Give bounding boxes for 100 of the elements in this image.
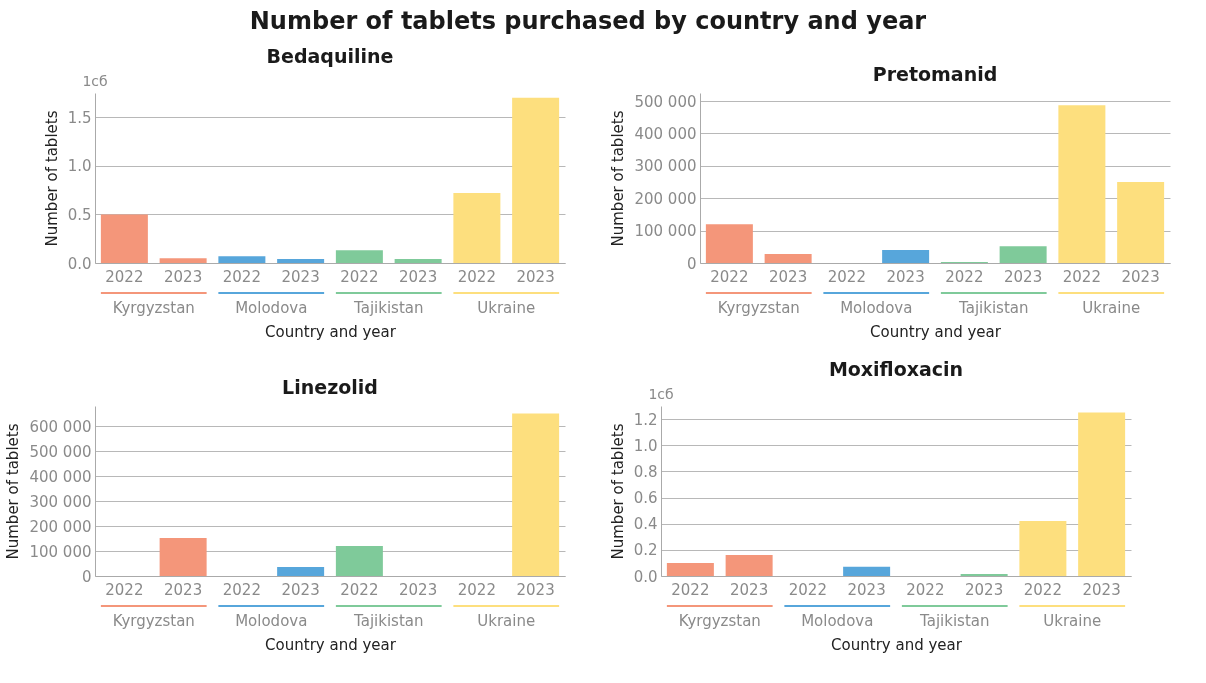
text: 1сб [82,73,108,89]
y-axis-title: Number of tablets [4,423,23,560]
bar [666,562,714,576]
x-tick-label: 2022 [1023,580,1062,599]
x-tick-label: 2023 [1082,580,1121,599]
text: Molodova [235,299,308,317]
y-tick-label: 0.2 [633,541,658,560]
y-tick-label: 300 000 [634,157,697,176]
bar [725,555,773,576]
y-tick-label: 300 000 [29,492,92,511]
x-tick-label: 2022 [671,580,710,599]
text: Kyrgyzstan [112,299,195,317]
y-tick-label: 500 000 [634,92,697,111]
y-axis-title: Number of tablets [42,110,61,247]
x-tick-label: 2023 [769,267,808,286]
x-tick-label: 2022 [710,267,749,286]
bar [999,246,1047,263]
x-tick-label: 2022 [457,580,496,599]
text: Tajikistan [958,299,1029,317]
x-tick-label: 2022 [457,267,496,286]
x-tick-label: 2023 [1121,267,1160,286]
bar [705,224,753,263]
x-tick-label: 2022 [945,267,984,286]
x-tick-label: 2023 [886,267,925,286]
y-tick-label: 0.8 [633,462,658,481]
y-tick-label: 1.5 [67,108,92,127]
x-tick-label: 2022 [222,580,261,599]
x-tick-label: 2023 [281,580,320,599]
y-tick-label: 0 [81,567,92,586]
y-tick-label: 100 000 [29,542,92,561]
x-tick-label: 2022 [105,580,144,599]
y-axis-title: Number of tablets [608,423,627,560]
y-tick-label: 0.5 [67,205,92,224]
y-tick-label: 0.6 [633,489,658,508]
text: Ukraine [1043,612,1102,630]
y-tick-label: 200 000 [634,189,697,208]
text: 1сб [648,386,674,402]
text: Ukraine [477,299,536,317]
y-tick-label: 0.0 [67,254,92,273]
x-tick-label: 2023 [164,267,203,286]
x-tick-label: 2023 [281,267,320,286]
x-tick-label: 2022 [1062,267,1101,286]
text: Tajikistan [353,299,424,317]
y-tick-label: 0 [686,254,697,273]
bar [1117,182,1165,263]
text: Tajikistan [919,612,990,630]
text: Ukraine [1082,299,1141,317]
x-tick-label: 2023 [730,580,769,599]
text: Molodova [235,612,308,630]
x-tick-label: 2022 [340,580,379,599]
chart-title: Pretomanid [872,63,998,85]
y-tick-label: 500 000 [29,442,92,461]
bar [159,258,207,263]
y-axis-title: Number of tablets [609,110,628,247]
bar [843,566,891,576]
bar [512,97,560,263]
x-tick-label: 2022 [105,267,144,286]
bar [453,193,501,263]
x-tick-label: 2022 [222,267,261,286]
x-tick-label: 2022 [827,267,866,286]
text: Molodova [840,299,913,317]
text: Ukraine [477,612,536,630]
chart-title: Bedaquiline [266,45,394,67]
y-tick-label: 0.4 [633,515,658,534]
bar [764,253,812,263]
text: Tajikistan [353,612,424,630]
bar [218,256,266,263]
chart-title: Linezolid [282,376,378,398]
bar [100,214,148,263]
y-tick-label: 1.0 [67,157,92,176]
bar [394,259,442,263]
chart-title: Moxifloxacin [828,358,964,380]
y-tick-label: 100 000 [634,222,697,241]
x-tick-label: 2023 [847,580,886,599]
x-tick-label: 2023 [164,580,203,599]
text: Kyrgyzstan [112,612,195,630]
y-tick-label: 0.0 [633,567,658,586]
x-tick-label: 2023 [516,267,555,286]
x-tick-label: 2022 [788,580,827,599]
y-tick-label: 1.0 [633,436,658,455]
x-tick-label: 2023 [1004,267,1043,286]
y-tick-label: 400 000 [634,124,697,143]
x-tick-label: 2023 [399,267,438,286]
x-axis-title: Country and year [265,322,397,341]
y-tick-label: 600 000 [29,417,92,436]
x-tick-label: 2023 [399,580,438,599]
x-tick-label: 2022 [340,267,379,286]
y-tick-label: 400 000 [29,467,92,486]
bar [1019,521,1067,576]
y-tick-label: 200 000 [29,517,92,536]
bar [1078,412,1126,576]
x-tick-label: 2023 [516,580,555,599]
x-axis-title: Country and year [870,322,1002,341]
bar [1058,105,1106,263]
x-tick-label: 2023 [965,580,1004,599]
bar [277,259,325,263]
x-axis-title: Country and year [265,635,397,654]
x-tick-label: 2022 [906,580,945,599]
bar [335,250,383,263]
text: Number of tablets purchased by country and year [249,7,927,35]
